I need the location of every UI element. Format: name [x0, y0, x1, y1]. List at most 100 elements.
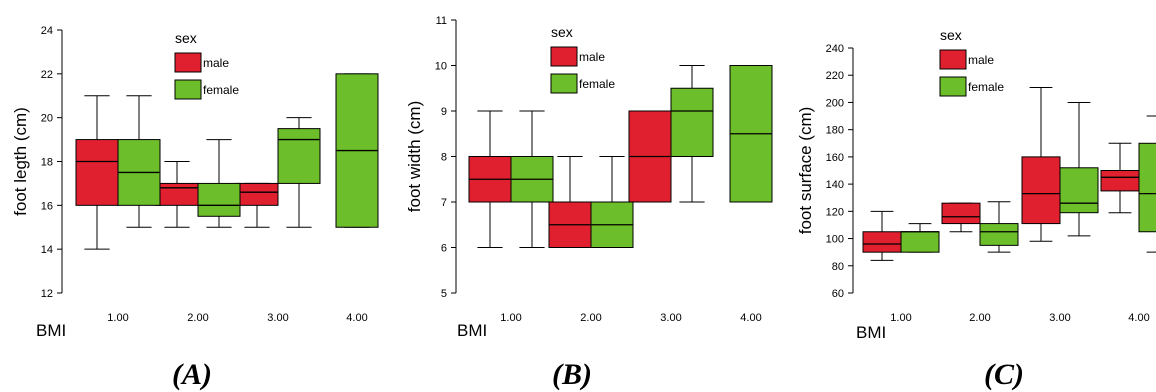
legend-title: sex — [940, 27, 962, 43]
x-tick-label: 4.00 — [1128, 312, 1149, 324]
legend-swatch-female — [939, 76, 967, 97]
y-axis-title: foot width (cm) — [405, 101, 424, 212]
x-tick-label: 2.00 — [969, 312, 990, 324]
box-body — [197, 182, 241, 217]
y-tick-label: 80 — [832, 261, 844, 273]
box-female-2.00 — [979, 201, 1019, 253]
x-tick-label: 1.00 — [500, 312, 521, 324]
box-body — [862, 231, 902, 253]
legend-swatch-female — [174, 79, 202, 100]
x-tick-label: 1.00 — [890, 312, 911, 324]
legend-swatch-male — [550, 46, 578, 67]
panel-c: 60 80 100 120 140 160 180 200 220 240 foot surface… — [796, 27, 1156, 391]
legend-label-female: female — [968, 80, 1004, 94]
box-female-4.00 — [335, 73, 379, 228]
box-female-3.00 — [1059, 101, 1099, 237]
box-body — [1138, 142, 1156, 233]
y-tick-label: 220 — [826, 70, 844, 82]
y-tick-label: 6 — [441, 243, 447, 255]
box-body — [75, 139, 119, 206]
y-axis-title: foot legth (cm) — [11, 107, 30, 216]
box-female-4.00 — [1138, 115, 1156, 253]
legend-swatch-male — [939, 49, 967, 70]
box-male-3.00 — [628, 110, 672, 203]
y-tick-label: 9 — [441, 106, 447, 118]
y-tick-label: 12 — [41, 288, 53, 300]
box-body — [277, 128, 321, 184]
panel-label: (A) — [172, 358, 212, 391]
x-tick-label: 3.00 — [660, 312, 681, 324]
y-tick-label: 8 — [441, 152, 447, 164]
y-tick-label: 200 — [826, 97, 844, 109]
box-female-2.00 — [197, 139, 241, 228]
x-tick-label: 2.00 — [580, 312, 601, 324]
box-body — [670, 87, 714, 157]
y-tick-label: 160 — [826, 152, 844, 164]
x-tick-label: 4.00 — [740, 312, 761, 324]
y-tick-label: 10 — [435, 61, 447, 73]
legend-label-male: male — [203, 56, 229, 70]
box-body — [1100, 170, 1140, 192]
box-body — [900, 231, 940, 253]
x-axis-title: BMI — [856, 323, 886, 342]
x-tick-label: 3.00 — [1049, 312, 1070, 324]
box-female-3.00 — [670, 65, 714, 203]
legend-label-male: male — [968, 53, 994, 67]
legend-swatch-female — [550, 73, 578, 94]
y-tick-label: 24 — [41, 25, 53, 37]
box-male-1.00 — [468, 110, 512, 248]
y-tick-label: 11 — [436, 15, 447, 27]
box-female-1.00 — [117, 95, 161, 228]
legend-title: sex — [175, 30, 197, 46]
y-tick-label: 60 — [832, 288, 844, 300]
box-body — [155, 182, 199, 206]
legend-swatch-male — [174, 52, 202, 73]
y-tick-label: 140 — [826, 179, 844, 191]
box-male-4.00 — [1100, 142, 1140, 214]
x-tick-label: 2.00 — [187, 312, 208, 324]
y-tick-label: 22 — [41, 69, 53, 81]
box-female-1.00 — [510, 110, 554, 248]
y-tick-label: 120 — [826, 206, 844, 218]
box-female-1.00 — [900, 223, 940, 253]
box-body — [235, 182, 279, 206]
panel-b: 5 6 7 8 9 10 11 foot width (cm) 1.00 2.00 3.00 4.00… — [405, 15, 773, 391]
y-tick-label: 240 — [826, 43, 844, 55]
box-male-1.00 — [75, 95, 119, 250]
box-female-4.00 — [729, 65, 773, 203]
y-tick-label: 14 — [41, 244, 53, 256]
y-axis-title: foot surface (cm) — [796, 107, 815, 235]
box-body — [1059, 167, 1099, 214]
x-tick-label: 3.00 — [267, 312, 288, 324]
y-tick-label: 18 — [41, 157, 53, 169]
legend-label-female: female — [579, 77, 615, 91]
x-axis-title: BMI — [36, 321, 66, 340]
y-tick-label: 100 — [826, 234, 844, 246]
box-female-3.00 — [277, 117, 321, 228]
box-male-2.00 — [941, 202, 981, 233]
box-body — [1021, 156, 1061, 225]
legend-label-female: female — [203, 83, 239, 97]
y-tick-label: 5 — [441, 288, 447, 300]
box-body — [979, 223, 1019, 246]
y-tick-label: 180 — [826, 125, 844, 137]
legend-label-male: male — [579, 50, 605, 64]
panel-label: (B) — [552, 358, 592, 391]
box-male-3.00 — [1021, 86, 1061, 242]
x-tick-label: 4.00 — [346, 312, 367, 324]
box-male-3.00 — [235, 182, 279, 228]
box-male-1.00 — [862, 210, 902, 261]
x-tick-label: 1.00 — [107, 312, 128, 324]
box-female-2.00 — [590, 156, 634, 248]
legend-title: sex — [551, 24, 573, 40]
y-tick-label: 7 — [441, 197, 447, 209]
y-tick-label: 16 — [41, 200, 53, 212]
panel-label: (C) — [984, 358, 1024, 391]
y-tick-label: 20 — [41, 113, 53, 125]
box-male-2.00 — [548, 156, 592, 248]
panel-a: 12 14 16 18 20 22 24 foot legth (cm) 1.00 2.00 3.0… — [11, 25, 379, 391]
